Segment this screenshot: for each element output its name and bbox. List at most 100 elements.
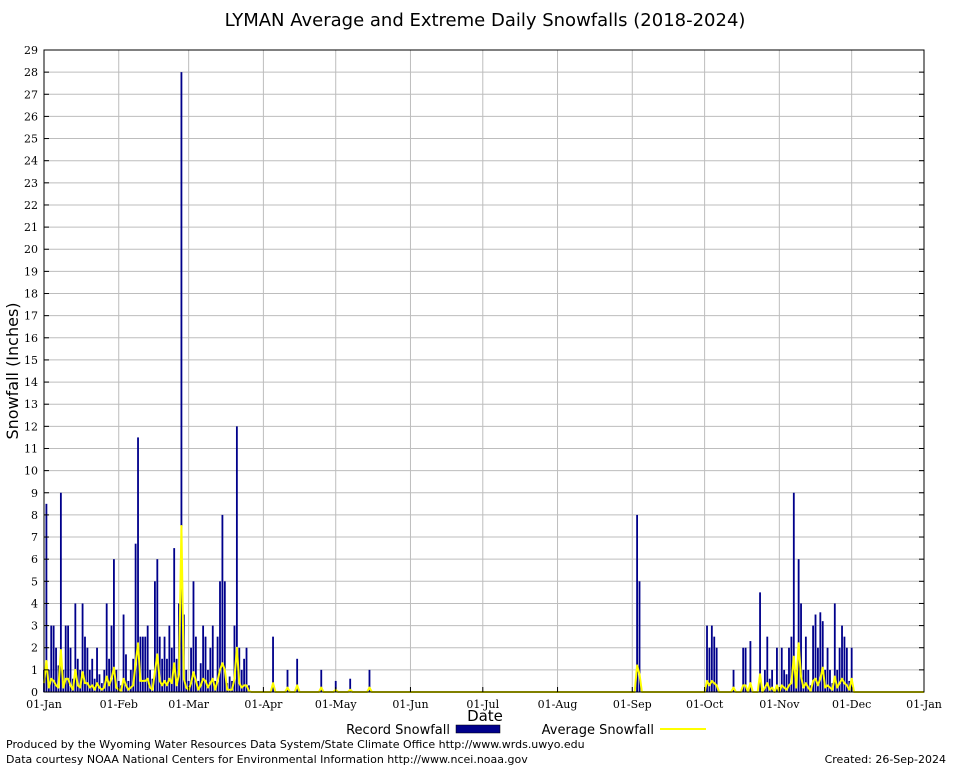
chart-title: LYMAN Average and Extreme Daily Snowfall… — [225, 10, 746, 31]
record-snowfall-bar — [173, 548, 176, 692]
record-snowfall-bar — [50, 625, 53, 692]
y-tick-label: 5 — [31, 575, 38, 588]
record-snowfall-bar — [204, 636, 207, 692]
record-snowfall-bar — [175, 658, 178, 692]
record-snowfall-bar — [334, 680, 337, 692]
legend: Record Snowfall Average Snowfall — [346, 723, 706, 738]
record-snowfall-bar — [117, 680, 120, 692]
record-snowfall-bar — [185, 669, 188, 692]
y-tick-label: 26 — [24, 110, 38, 123]
grid-lines — [44, 50, 924, 692]
record-snowfall-bar — [713, 636, 716, 692]
record-snowfall-bar — [766, 636, 769, 692]
y-tick-label: 19 — [24, 265, 38, 278]
legend-average-label: Average Snowfall — [542, 723, 654, 738]
record-snowfall-bar — [833, 603, 836, 692]
record-snowfall-bar — [59, 492, 62, 692]
record-snowfall-bar — [137, 437, 139, 692]
record-snowfall-bar — [780, 647, 783, 692]
record-snowfall-bar — [199, 663, 202, 692]
record-snowfall-bar — [706, 625, 708, 692]
record-snowfall-bar — [221, 514, 224, 692]
record-snowfall-bar — [45, 503, 48, 692]
record-snowfall-bar — [763, 669, 766, 692]
y-tick-label: 20 — [24, 243, 38, 256]
y-axis-label: Snowfall (Inches) — [3, 302, 22, 439]
record-snowfall-bar — [166, 658, 168, 692]
record-snowfall-bar — [821, 621, 824, 692]
x-tick-label: 01-Jan — [906, 698, 942, 711]
record-snowfall-bar — [807, 669, 810, 692]
record-snowfall-bar — [838, 647, 841, 692]
footer-created-date: Created: 26-Sep-2024 — [825, 753, 946, 766]
record-snowfall-bar — [125, 654, 127, 692]
record-snowfall-bar — [771, 669, 774, 692]
record-snowfall-bar — [296, 658, 299, 692]
record-snowfall-bar — [710, 625, 713, 692]
record-snowfall-bar — [194, 636, 197, 692]
record-snowfall-bar — [108, 658, 111, 692]
record-snowfall-bar — [800, 603, 802, 692]
record-snowfall-bar — [233, 625, 236, 692]
record-snowfall-bar — [349, 678, 352, 692]
record-snowfall-bar — [790, 636, 793, 692]
record-snowfall-bar — [187, 680, 190, 692]
record-snowfall-bar — [749, 641, 752, 692]
record-snowfall-bar — [52, 625, 55, 692]
record-snowfall-bar — [240, 669, 243, 692]
x-tick-label: 01-Jun — [392, 698, 428, 711]
record-snowfall-bar — [122, 614, 125, 692]
record-snowfall-bar — [91, 658, 94, 692]
record-snowfall-bar — [84, 636, 86, 692]
record-snowfall-bar — [783, 669, 786, 692]
record-snowfall-bar — [732, 669, 735, 692]
record-snowfall-bar — [836, 669, 839, 692]
record-snowfall-bar — [202, 625, 205, 692]
x-tick-label: 01-Aug — [538, 698, 578, 711]
record-snowfall-bar — [100, 683, 103, 692]
y-tick-label: 24 — [24, 155, 38, 168]
record-snowfall-bar — [802, 669, 805, 692]
record-snowfall-bar — [636, 514, 639, 692]
y-tick-label: 0 — [31, 686, 38, 699]
record-snowfall-bar — [320, 669, 323, 692]
record-snowfall-bar — [638, 581, 641, 692]
record-snowfall-bar — [113, 559, 115, 692]
y-tick-label: 25 — [24, 133, 38, 146]
record-snowfall-bar — [69, 647, 72, 692]
record-snowfall-bar — [139, 636, 142, 692]
y-tick-label: 9 — [31, 487, 38, 500]
record-snowfall-bar — [134, 543, 137, 692]
x-tick-label: 01-May — [315, 698, 358, 711]
record-snowfall-bar — [817, 647, 819, 692]
legend-record-label: Record Snowfall — [346, 723, 450, 738]
y-tick-label: 14 — [24, 376, 38, 389]
record-snowfall-bar — [744, 647, 747, 692]
record-snowfall-bar — [228, 676, 231, 692]
record-snowfall-bar — [170, 647, 173, 692]
y-tick-label: 17 — [24, 310, 38, 323]
record-snowfall-bar — [829, 669, 831, 692]
record-snowfall-bar — [785, 674, 788, 692]
y-tick-label: 18 — [24, 288, 38, 301]
record-snowfall-bar — [209, 647, 212, 692]
record-snowfall-bar — [245, 647, 248, 692]
y-tick-label: 15 — [24, 354, 38, 367]
record-snowfall-bar — [715, 647, 718, 692]
y-tick-label: 6 — [31, 553, 38, 566]
record-snowfall-bar — [105, 603, 108, 692]
record-snowfall-bar — [819, 612, 822, 692]
record-snowfall-bar — [788, 647, 790, 692]
record-snowfall-bar — [804, 636, 807, 692]
record-snowfall-bar — [192, 581, 195, 692]
record-snowfall-bar — [272, 636, 274, 692]
record-snowfall-bar — [98, 674, 101, 692]
record-snowfall-bar — [141, 636, 144, 692]
record-snowfall-bar — [110, 625, 113, 692]
record-snowfall-bar — [96, 647, 98, 692]
y-tick-label: 27 — [24, 88, 38, 101]
record-snowfall-bar — [156, 559, 159, 692]
record-snowfall-bar — [286, 669, 289, 692]
record-snowfall-bar — [79, 669, 82, 692]
y-tick-label: 3 — [31, 620, 38, 633]
